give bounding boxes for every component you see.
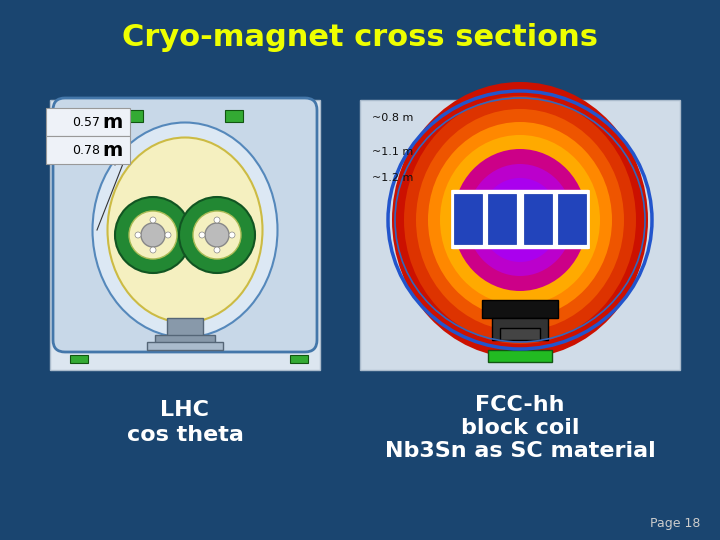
- Bar: [454, 194, 482, 244]
- Ellipse shape: [480, 178, 560, 262]
- Text: m: m: [102, 113, 122, 132]
- Text: 0.78: 0.78: [72, 145, 100, 158]
- Circle shape: [193, 211, 241, 259]
- Circle shape: [199, 232, 205, 238]
- Bar: [482, 300, 558, 318]
- Text: 0.57: 0.57: [72, 117, 100, 130]
- Ellipse shape: [392, 82, 648, 358]
- Bar: [167, 318, 203, 338]
- Ellipse shape: [428, 122, 612, 318]
- Bar: [50, 100, 320, 370]
- FancyBboxPatch shape: [53, 98, 317, 352]
- Circle shape: [179, 197, 255, 273]
- Text: cos theta: cos theta: [127, 425, 243, 445]
- Ellipse shape: [453, 149, 587, 291]
- Bar: [360, 100, 680, 370]
- Text: Cryo-magnet cross sections: Cryo-magnet cross sections: [122, 24, 598, 52]
- Bar: [451, 190, 453, 248]
- Circle shape: [129, 211, 177, 259]
- Bar: [225, 110, 243, 122]
- Text: Nb3Sn as SC material: Nb3Sn as SC material: [384, 441, 655, 461]
- Text: ~1.1 m: ~1.1 m: [372, 147, 413, 157]
- Circle shape: [141, 223, 165, 247]
- Circle shape: [214, 217, 220, 223]
- Bar: [519, 190, 521, 248]
- Ellipse shape: [404, 96, 636, 344]
- Text: LHC: LHC: [161, 400, 210, 420]
- Bar: [500, 328, 540, 340]
- Bar: [147, 342, 223, 350]
- Circle shape: [205, 223, 229, 247]
- Bar: [492, 318, 548, 340]
- Ellipse shape: [107, 138, 263, 322]
- Circle shape: [135, 232, 141, 238]
- Circle shape: [214, 247, 220, 253]
- Bar: [290, 355, 308, 363]
- Text: Page 18: Page 18: [649, 517, 700, 530]
- Circle shape: [165, 232, 171, 238]
- FancyBboxPatch shape: [46, 136, 130, 164]
- FancyBboxPatch shape: [46, 108, 130, 136]
- Circle shape: [150, 217, 156, 223]
- Text: m: m: [102, 141, 122, 160]
- Circle shape: [150, 247, 156, 253]
- Circle shape: [115, 197, 191, 273]
- Bar: [155, 335, 215, 345]
- Ellipse shape: [92, 123, 277, 338]
- Bar: [587, 190, 589, 248]
- Bar: [488, 194, 516, 244]
- Text: FCC-hh: FCC-hh: [475, 395, 564, 415]
- Bar: [125, 110, 143, 122]
- Bar: [488, 350, 552, 362]
- Ellipse shape: [467, 164, 573, 276]
- Ellipse shape: [440, 135, 600, 305]
- Bar: [485, 190, 487, 248]
- Text: block coil: block coil: [461, 418, 580, 438]
- Bar: [452, 190, 588, 248]
- Circle shape: [229, 232, 235, 238]
- Text: ~1.2 m: ~1.2 m: [372, 173, 413, 183]
- Bar: [70, 355, 88, 363]
- Bar: [524, 194, 552, 244]
- Ellipse shape: [416, 109, 624, 331]
- Text: ~0.8 m: ~0.8 m: [372, 113, 413, 123]
- Bar: [558, 194, 586, 244]
- Bar: [553, 190, 555, 248]
